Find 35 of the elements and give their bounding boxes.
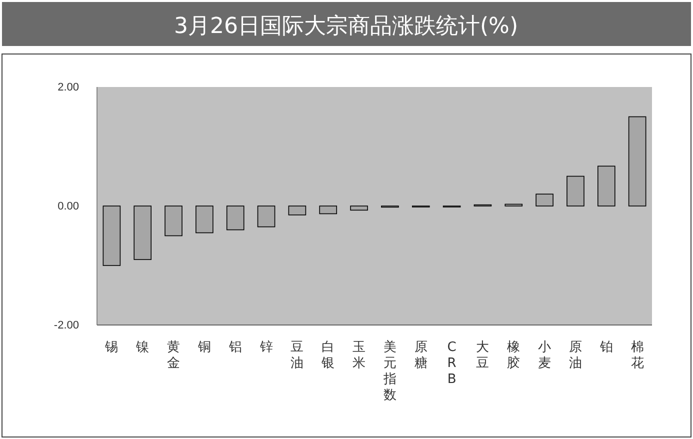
x-tick-label: 玉米 <box>352 340 366 371</box>
x-tick-label: 棉花 <box>630 340 644 371</box>
chart-title: 3月26日国际大宗商品涨跌统计(%) <box>174 14 518 39</box>
bar <box>628 116 646 206</box>
x-tick-label: CRB <box>447 340 456 387</box>
bar <box>164 206 182 236</box>
bar <box>319 206 338 214</box>
x-tick-label: 美元指数 <box>382 339 396 403</box>
bar <box>196 206 214 234</box>
bar <box>257 206 276 228</box>
x-tick-label: 锌 <box>258 340 273 355</box>
x-tick-label: 橡胶 <box>507 340 520 371</box>
x-tick-label: 白银 <box>320 340 335 371</box>
x-tick-label: 豆油 <box>290 340 304 371</box>
x-tick-label: 镍 <box>135 340 150 355</box>
x-tick-label: 大豆 <box>476 340 490 371</box>
bar <box>288 206 306 216</box>
y-tick-label: 0.00 <box>58 200 79 213</box>
bar <box>102 206 121 266</box>
x-tick-label: 铂 <box>598 340 613 355</box>
x-tick-label: 原油 <box>568 340 582 371</box>
x-tick-label: 铜 <box>196 340 211 355</box>
y-tick-label: 2.00 <box>58 82 79 94</box>
x-tick-label: 小麦 <box>538 340 552 371</box>
bar <box>536 194 554 206</box>
x-tick-label: 原糖 <box>414 340 428 371</box>
x-tick-label: 锡 <box>104 340 118 355</box>
bar <box>134 206 152 260</box>
bar <box>226 206 244 230</box>
x-tick-label: 黄金 <box>167 340 180 371</box>
x-tick-label: 铝 <box>228 340 242 355</box>
y-tick-label: -2.00 <box>54 320 79 332</box>
bar <box>597 166 616 206</box>
bar <box>566 176 584 206</box>
bar <box>350 206 368 211</box>
